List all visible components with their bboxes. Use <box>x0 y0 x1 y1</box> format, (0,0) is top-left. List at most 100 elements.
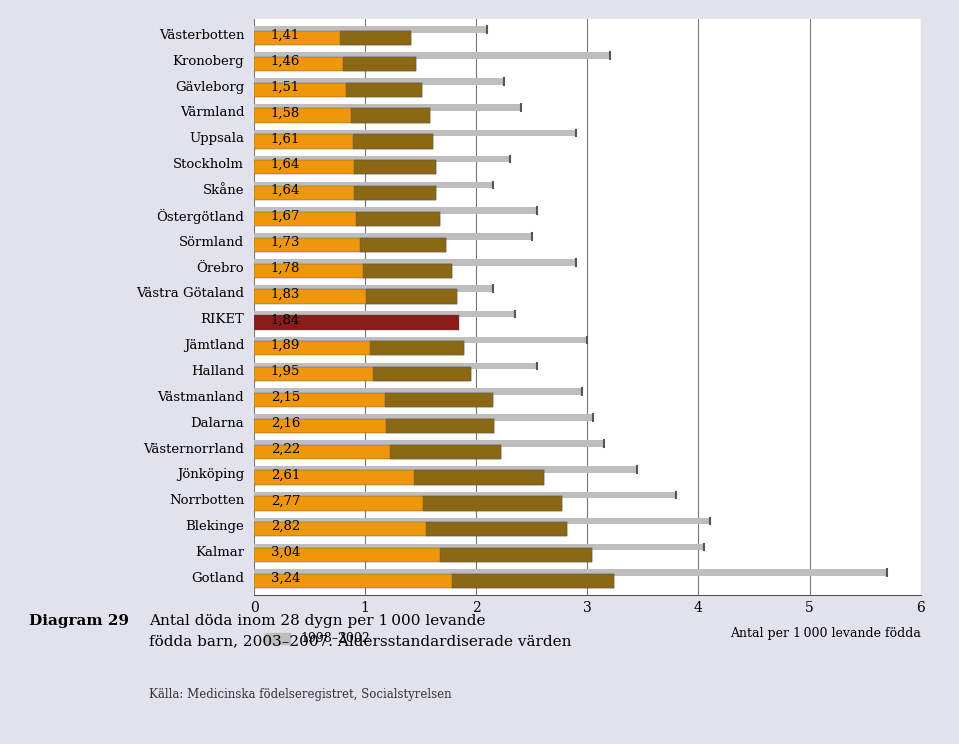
Bar <box>254 130 576 136</box>
Bar <box>254 341 464 356</box>
Bar <box>254 155 509 162</box>
Text: Antal per 1 000 levande födda: Antal per 1 000 levande födda <box>730 627 921 640</box>
Text: Västra Götaland: Västra Götaland <box>136 287 245 301</box>
Bar <box>254 522 568 536</box>
Bar <box>254 414 593 421</box>
Bar <box>254 574 614 588</box>
Text: Uppsala: Uppsala <box>189 132 245 145</box>
Bar <box>254 445 501 459</box>
Bar <box>386 393 493 407</box>
Bar <box>254 27 487 33</box>
Bar <box>354 186 436 200</box>
Text: 2,15: 2,15 <box>270 391 300 404</box>
Bar <box>254 109 430 123</box>
Bar <box>351 109 430 123</box>
Text: 1,58: 1,58 <box>270 106 300 120</box>
Text: 1,73: 1,73 <box>270 236 300 248</box>
Bar <box>254 393 493 407</box>
Text: Gävleborg: Gävleborg <box>175 80 245 94</box>
Text: 1,64: 1,64 <box>270 158 300 171</box>
Bar <box>254 419 494 433</box>
Bar <box>254 160 436 174</box>
Text: Västernorrland: Västernorrland <box>143 443 245 455</box>
Text: Källa: Medicinska födelseregistret, Socialstyrelsen: Källa: Medicinska födelseregistret, Soci… <box>149 688 452 701</box>
Bar <box>254 104 521 111</box>
Text: 1,46: 1,46 <box>270 55 300 68</box>
Text: 2,82: 2,82 <box>270 520 300 533</box>
Bar <box>386 419 494 433</box>
Text: Västmanland: Västmanland <box>157 391 245 404</box>
Text: Kronoberg: Kronoberg <box>173 55 245 68</box>
Bar <box>254 367 471 381</box>
Bar <box>366 289 457 304</box>
Bar <box>254 208 537 214</box>
Text: Värmland: Värmland <box>179 106 245 120</box>
Text: Norrbotten: Norrbotten <box>169 494 245 507</box>
Bar <box>254 289 457 304</box>
Text: Dalarna: Dalarna <box>191 417 245 430</box>
Text: 1,41: 1,41 <box>270 29 300 42</box>
Bar <box>423 496 562 510</box>
Bar <box>254 31 410 45</box>
Text: Halland: Halland <box>191 365 245 378</box>
Bar <box>356 212 439 226</box>
Bar <box>440 548 592 562</box>
Bar <box>369 341 464 356</box>
Bar <box>254 83 422 97</box>
Bar <box>254 337 587 343</box>
Text: 1,78: 1,78 <box>270 262 300 275</box>
Bar <box>254 259 576 266</box>
Text: 2,22: 2,22 <box>270 443 300 455</box>
Bar <box>254 388 582 395</box>
Text: Örebro: Örebro <box>197 262 245 275</box>
Text: RIKET: RIKET <box>200 313 245 327</box>
Bar <box>254 234 532 240</box>
Bar <box>254 57 416 71</box>
Bar <box>343 57 416 71</box>
Text: Blekinge: Blekinge <box>185 520 245 533</box>
Bar <box>254 544 704 550</box>
Bar <box>254 285 493 292</box>
Bar <box>254 362 537 369</box>
Bar <box>254 182 493 188</box>
Text: Antal döda inom 28 dygn per 1 000 levande
födda barn, 2003–2007. Åldersstandardi: Antal döda inom 28 dygn per 1 000 levand… <box>149 614 572 650</box>
Text: 1,51: 1,51 <box>270 80 300 94</box>
Bar <box>340 31 410 45</box>
Bar <box>373 367 471 381</box>
Bar <box>452 574 614 588</box>
Text: Östergötland: Östergötland <box>156 209 245 224</box>
Text: 1,67: 1,67 <box>270 210 300 223</box>
Bar <box>254 496 562 510</box>
Text: Skåne: Skåne <box>202 184 245 197</box>
Bar <box>427 522 568 536</box>
Text: 2,61: 2,61 <box>270 469 300 481</box>
Bar <box>254 518 710 525</box>
Text: Diagram 29: Diagram 29 <box>29 614 129 628</box>
Bar <box>254 186 436 200</box>
Bar <box>254 315 458 330</box>
Text: 2,77: 2,77 <box>270 494 300 507</box>
Bar <box>254 135 433 149</box>
Legend: 1998–2002: 1998–2002 <box>261 627 375 650</box>
Bar <box>254 548 592 562</box>
Text: Gotland: Gotland <box>191 572 245 585</box>
Bar <box>254 470 544 484</box>
Bar <box>389 445 501 459</box>
Bar <box>363 263 452 278</box>
Text: Jämtland: Jämtland <box>184 339 245 352</box>
Bar <box>254 311 515 318</box>
Bar <box>254 78 504 85</box>
Bar <box>254 238 446 252</box>
Bar <box>254 466 638 472</box>
Bar <box>254 440 604 446</box>
Text: Jönköping: Jönköping <box>176 469 245 481</box>
Bar <box>254 569 887 576</box>
Text: 1,64: 1,64 <box>270 184 300 197</box>
Bar <box>354 160 436 174</box>
Text: Västerbotten: Västerbotten <box>158 29 245 42</box>
Text: 3,24: 3,24 <box>270 572 300 585</box>
Bar <box>254 52 610 59</box>
Bar <box>360 238 446 252</box>
Bar <box>346 83 422 97</box>
Text: 3,04: 3,04 <box>270 546 300 559</box>
